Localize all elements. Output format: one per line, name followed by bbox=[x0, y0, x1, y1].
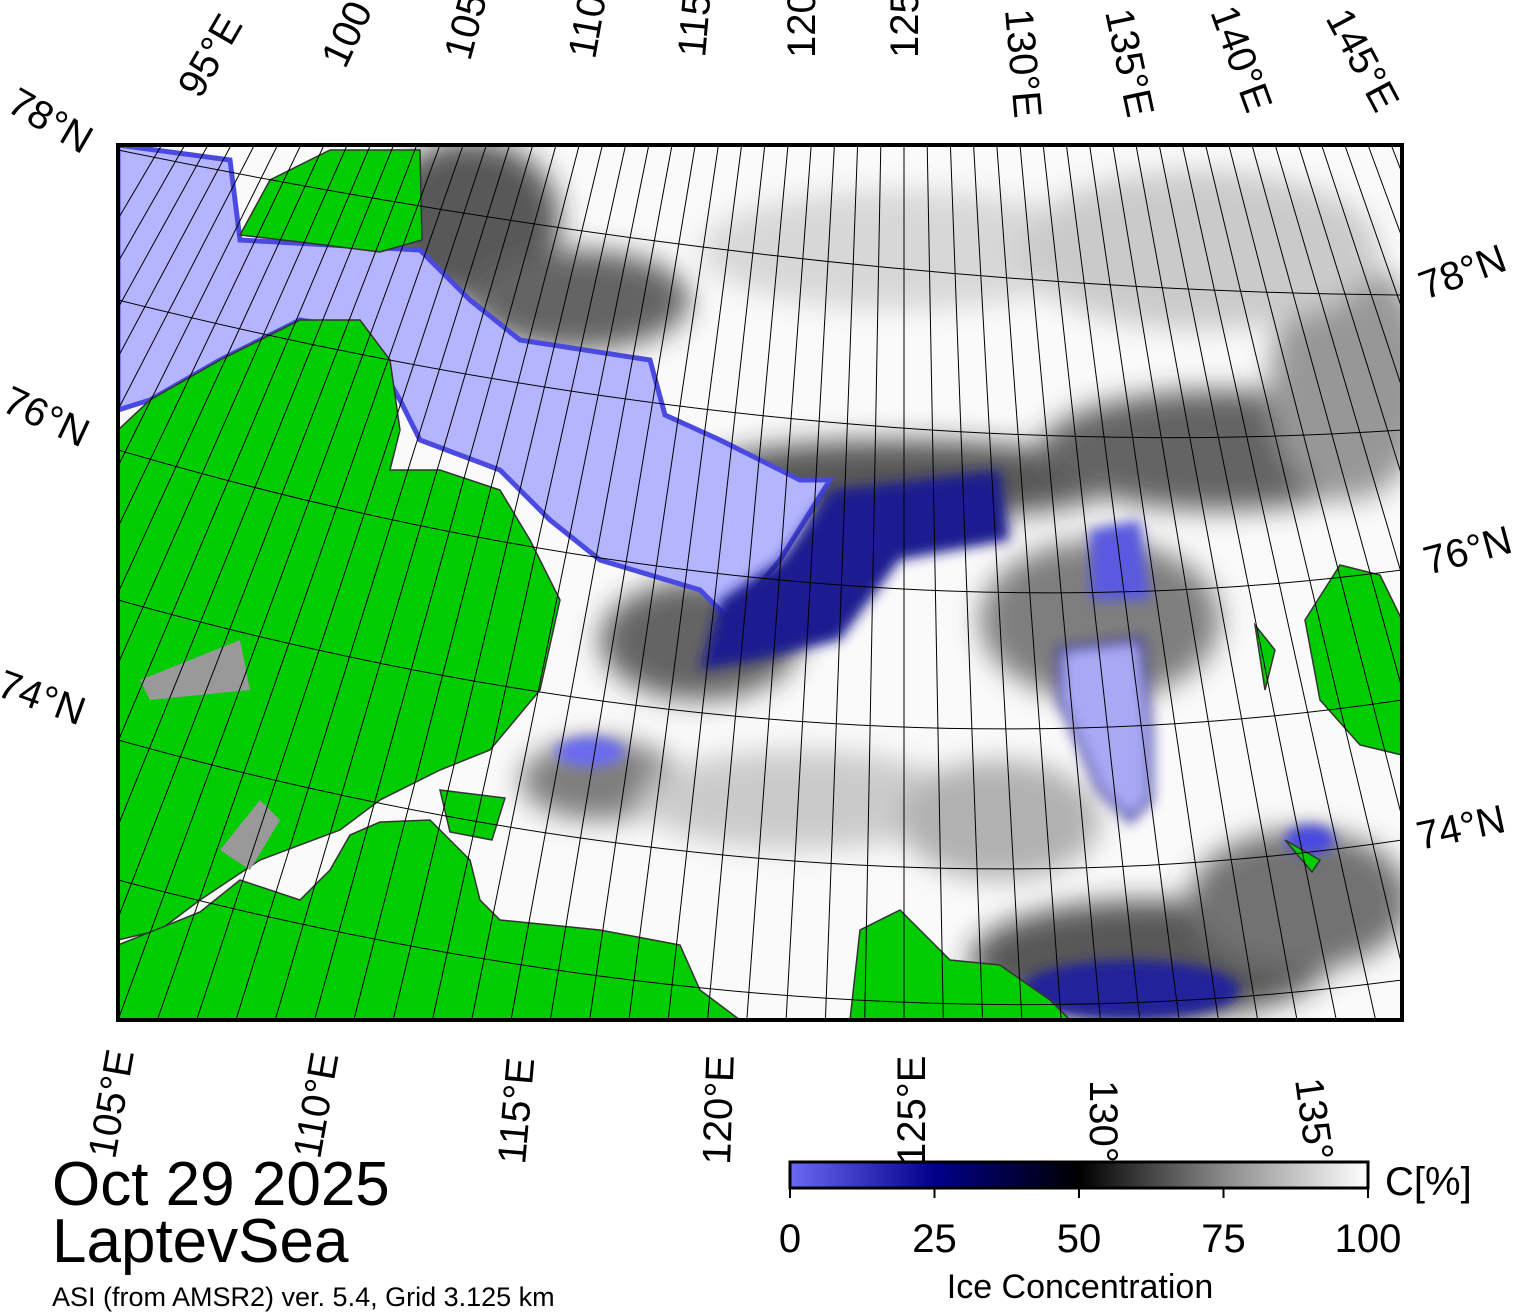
meridian bbox=[1019, 145, 1101, 1020]
top-label: 95°E bbox=[170, 7, 252, 104]
meridian bbox=[667, 145, 766, 1020]
meridian bbox=[1089, 145, 1219, 1020]
meridian bbox=[274, 145, 534, 1020]
colorbar-ticks: 0 25 50 75 100 bbox=[779, 1188, 1402, 1261]
top-label: 130°E bbox=[996, 7, 1049, 120]
meridian bbox=[824, 145, 859, 1020]
meridian bbox=[431, 145, 627, 1020]
left-label: 78°N bbox=[1, 80, 100, 163]
right-label: 76°N bbox=[1419, 518, 1517, 584]
meridian bbox=[1042, 145, 1141, 1020]
meridian bbox=[973, 145, 1023, 1020]
meridian bbox=[353, 145, 580, 1020]
top-label: 110°E bbox=[561, 0, 623, 62]
top-label: 120°E bbox=[780, 0, 824, 58]
right-label: 74°N bbox=[1413, 797, 1510, 859]
graticule bbox=[118, 145, 1402, 1020]
meridian bbox=[926, 145, 944, 1020]
meridian bbox=[785, 145, 835, 1020]
meridian bbox=[1112, 145, 1259, 1020]
top-label: 145°E bbox=[1317, 2, 1407, 119]
meridian bbox=[1251, 145, 1402, 691]
meridian bbox=[118, 145, 418, 920]
top-label: 125°E bbox=[883, 0, 927, 58]
meridian bbox=[196, 145, 487, 1020]
meridian bbox=[746, 145, 812, 1020]
left-label: 76°N bbox=[0, 378, 96, 456]
ice-texture bbox=[380, 145, 1402, 1020]
meridian bbox=[118, 145, 302, 529]
meridian bbox=[118, 145, 279, 468]
meridian bbox=[118, 145, 255, 411]
land bbox=[118, 149, 1402, 1020]
meridian bbox=[156, 145, 464, 1020]
colorbar-tick-label: 100 bbox=[1335, 1217, 1402, 1261]
meridian bbox=[118, 145, 209, 310]
meridian bbox=[118, 145, 325, 595]
meridian bbox=[864, 145, 882, 1020]
meridian bbox=[1205, 145, 1402, 969]
meridian bbox=[314, 145, 557, 1020]
colorbar-label: Ice Concentration bbox=[947, 1268, 1214, 1306]
source: ASI (from AMSR2) ver. 5.4, Grid 3.125 km bbox=[52, 1282, 555, 1312]
bottom-label: 110°E bbox=[286, 1049, 348, 1161]
map-area bbox=[118, 145, 1402, 1020]
bottom-label: 105°E bbox=[81, 1046, 143, 1161]
bottom-label: 115°E bbox=[490, 1056, 543, 1166]
meridian bbox=[1158, 145, 1337, 1020]
meridian bbox=[996, 145, 1062, 1020]
colorbar bbox=[788, 1160, 1370, 1190]
top-label: 100°E bbox=[313, 0, 399, 74]
meridian bbox=[118, 145, 371, 743]
meridian bbox=[628, 145, 743, 1020]
top-label: 115°E bbox=[670, 0, 723, 59]
colorbar-unit: C[%] bbox=[1385, 1160, 1472, 1204]
meridian bbox=[1181, 145, 1377, 1020]
meridian bbox=[471, 145, 650, 1020]
meridian bbox=[549, 145, 696, 1020]
meridian bbox=[118, 145, 395, 828]
top-label: 105°E bbox=[436, 0, 507, 64]
colorbar-tick-label: 0 bbox=[779, 1217, 801, 1261]
meridian bbox=[118, 145, 348, 666]
meridian bbox=[1135, 145, 1298, 1020]
right-label: 78°N bbox=[1413, 237, 1512, 309]
meridian bbox=[1297, 145, 1402, 478]
meridian bbox=[118, 145, 441, 1020]
colorbar-tick-label: 75 bbox=[1201, 1217, 1246, 1261]
meridian bbox=[235, 145, 511, 1020]
left-label: 74°N bbox=[0, 662, 91, 734]
meridian bbox=[707, 145, 789, 1020]
map-frame bbox=[116, 143, 1404, 1022]
meridian bbox=[1228, 145, 1402, 820]
meridian bbox=[589, 145, 719, 1020]
date: Oct 29 2025 bbox=[52, 1150, 390, 1219]
colorbar-tick-label: 50 bbox=[1057, 1217, 1102, 1261]
meridian bbox=[1274, 145, 1402, 578]
colorbar-tick-label: 25 bbox=[912, 1217, 957, 1261]
bottom-label: 125°E bbox=[890, 1056, 934, 1165]
meridian bbox=[510, 145, 673, 1020]
meridian bbox=[949, 145, 984, 1020]
land-detail bbox=[140, 640, 280, 870]
bottom-label: 120°E bbox=[695, 1054, 743, 1165]
top-label: 135°E bbox=[1096, 5, 1162, 121]
meridian bbox=[118, 145, 232, 359]
meridian bbox=[1065, 145, 1180, 1020]
meridian bbox=[392, 145, 603, 1020]
meridian bbox=[1344, 145, 1402, 311]
meridian bbox=[1321, 145, 1402, 390]
region: LaptevSea bbox=[52, 1207, 349, 1276]
top-label: 140°E bbox=[1202, 0, 1281, 118]
